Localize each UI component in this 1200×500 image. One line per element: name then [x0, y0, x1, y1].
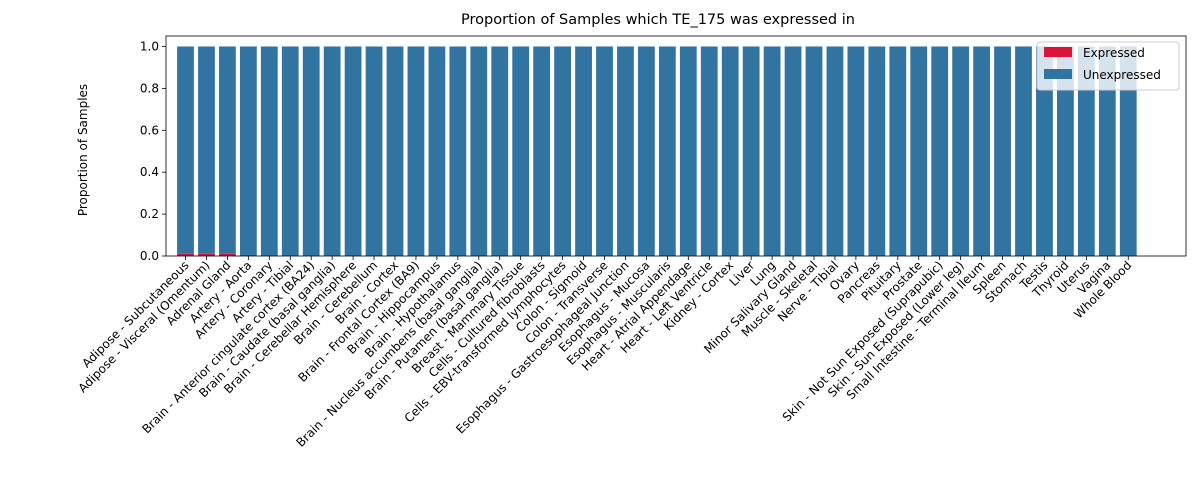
chart-title: Proportion of Samples which TE_175 was e…	[461, 12, 855, 28]
bar-unexpressed	[1077, 46, 1095, 256]
bar-unexpressed	[428, 46, 446, 256]
bars	[177, 46, 1137, 256]
y-tick-label: 0.4	[140, 165, 159, 179]
plot-frame	[165, 35, 1187, 257]
bar-unexpressed	[1057, 46, 1074, 256]
bar-unexpressed	[1098, 46, 1116, 256]
bar-unexpressed	[889, 46, 907, 256]
bar-unexpressed	[847, 46, 865, 256]
bar-unexpressed	[281, 46, 299, 256]
bar-unexpressed	[302, 46, 320, 256]
y-axis: 0.0 0.2 0.4 0.6 0.8 1.0	[140, 39, 166, 263]
bar-unexpressed	[407, 46, 425, 256]
bar-unexpressed	[260, 46, 278, 256]
bar-unexpressed	[910, 46, 928, 256]
bar-unexpressed	[973, 46, 990, 256]
bar-unexpressed	[658, 46, 676, 256]
bar-unexpressed	[638, 46, 655, 256]
bar-unexpressed	[533, 46, 551, 256]
bar-expressed	[198, 253, 215, 256]
bar-expressed	[177, 253, 194, 256]
legend-box	[1036, 41, 1180, 91]
bar-unexpressed	[575, 46, 592, 256]
bar-unexpressed	[952, 46, 970, 256]
y-tick-label: 1.0	[140, 39, 159, 53]
bar-unexpressed	[365, 46, 383, 256]
bar-unexpressed	[323, 46, 341, 256]
bar-unexpressed	[784, 46, 802, 256]
bar-unexpressed	[805, 46, 823, 256]
legend-swatch-expressed	[1044, 47, 1072, 57]
bar-unexpressed	[742, 46, 760, 256]
bar-unexpressed	[491, 46, 509, 256]
bar-unexpressed	[596, 46, 613, 256]
bar-unexpressed	[1036, 46, 1053, 256]
y-tick-label: 0.0	[140, 249, 159, 263]
bar-unexpressed	[219, 46, 236, 254]
bar-unexpressed	[512, 46, 530, 256]
bar-unexpressed	[721, 46, 739, 256]
bar-unexpressed	[1015, 46, 1032, 256]
y-tick-label: 0.2	[140, 207, 159, 221]
bar-unexpressed	[763, 46, 781, 256]
bar-expressed	[219, 253, 236, 256]
y-tick-label: 0.6	[140, 123, 159, 137]
bar-unexpressed	[470, 46, 488, 256]
legend-label-expressed: Expressed	[1083, 46, 1145, 60]
bar-expressed	[239, 254, 257, 256]
bar-unexpressed	[868, 46, 886, 256]
bar-unexpressed	[344, 46, 362, 256]
bar-unexpressed	[931, 46, 949, 256]
bar-unexpressed	[994, 46, 1011, 256]
bar-unexpressed	[826, 46, 844, 256]
bar-unexpressed	[386, 46, 404, 256]
bar-unexpressed	[1119, 46, 1137, 256]
bar-unexpressed	[617, 46, 634, 256]
y-tick-label: 0.8	[140, 81, 159, 95]
bar-unexpressed	[177, 46, 194, 254]
bar-unexpressed	[239, 46, 257, 255]
bar-unexpressed	[679, 46, 697, 256]
bar-unexpressed	[700, 46, 718, 256]
bar-unexpressed	[449, 46, 467, 256]
legend-swatch-unexpressed	[1044, 69, 1072, 79]
y-axis-label: Proportion of Samples	[76, 84, 90, 216]
legend-label-unexpressed: Unexpressed	[1083, 68, 1161, 82]
legend: Expressed Unexpressed	[1036, 41, 1180, 91]
bar-unexpressed	[198, 46, 215, 254]
bar-unexpressed	[554, 46, 571, 256]
